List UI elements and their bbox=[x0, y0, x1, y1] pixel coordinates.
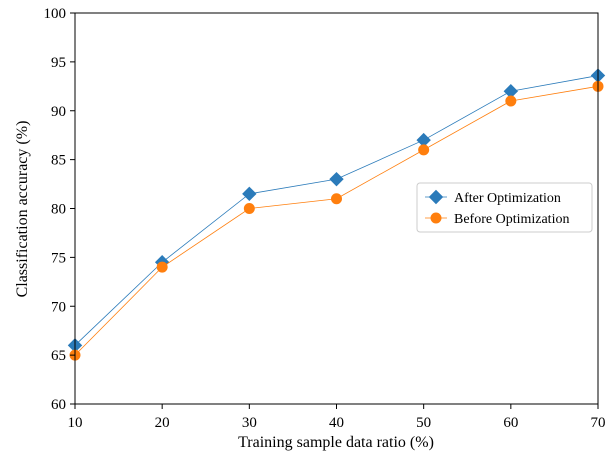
data-point bbox=[242, 186, 257, 202]
x-tick-label: 60 bbox=[503, 415, 518, 431]
y-tick-label: 60 bbox=[51, 397, 66, 413]
x-tick-label: 20 bbox=[155, 415, 170, 431]
axes: 10 20 30 40 50 60 70 60 65 70 75 80 85 90 95 100 bbox=[44, 6, 606, 431]
x-tick-label: 30 bbox=[242, 415, 257, 431]
y-tick-label: 100 bbox=[44, 6, 67, 22]
legend-label: After Optimization bbox=[454, 191, 561, 206]
legend-marker bbox=[430, 212, 442, 224]
y-tick-label: 90 bbox=[51, 104, 66, 120]
legend-label: Before Optimization bbox=[454, 212, 569, 227]
y-tick-label: 80 bbox=[51, 202, 66, 218]
y-tick-label: 70 bbox=[51, 299, 66, 315]
legend: After Optimization Before Optimization bbox=[416, 182, 593, 233]
y-tick-label: 95 bbox=[51, 55, 66, 71]
x-tick-label: 70 bbox=[591, 415, 606, 431]
data-point bbox=[243, 203, 255, 214]
legend-box bbox=[416, 182, 593, 233]
y-tick-label: 75 bbox=[51, 250, 66, 266]
data-point bbox=[329, 171, 344, 187]
x-axis-label: Training sample data ratio (%) bbox=[238, 434, 434, 451]
x-tick-label: 10 bbox=[68, 415, 83, 431]
data-point bbox=[418, 144, 430, 156]
y-axis-label: Classification accuracy (%) bbox=[14, 121, 31, 298]
data-point bbox=[331, 193, 342, 205]
y-tick-label: 65 bbox=[51, 348, 66, 364]
x-tick-label: 40 bbox=[329, 415, 344, 431]
y-tick-label: 85 bbox=[51, 153, 66, 169]
x-tick-label: 50 bbox=[416, 415, 431, 431]
legend-marker bbox=[428, 189, 444, 205]
data-point bbox=[505, 95, 517, 107]
data-point bbox=[156, 261, 168, 273]
